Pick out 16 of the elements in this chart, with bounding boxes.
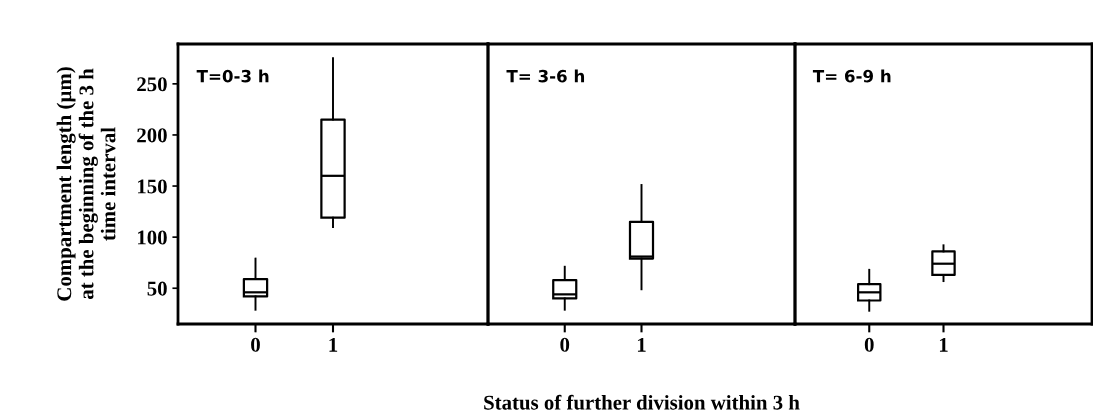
x-tick-label: 0 [560,337,570,352]
text: T= 6-9 h [812,69,891,83]
x-tick-label: 1 [329,337,338,352]
y-tick-label: 50 [147,281,167,296]
y-tick-label: 100 [138,230,167,245]
y-tick-label: 150 [138,179,167,194]
x-tick-label: 1 [637,337,646,352]
x-tick-label: 0 [251,337,260,352]
x-tick-label: 1 [939,337,948,352]
text: T= 3-6 h [506,69,585,83]
x-axis-title: Status of further division within 3 h [484,394,800,410]
y-tick-label: 200 [137,128,167,143]
x-tick-label: 0 [864,337,874,352]
y-axis-title: Compartment length (µm) at the beginning of the 3 h time interval [56,67,116,301]
text: T=0-3 h [196,69,269,83]
y-tick-label: 250 [137,77,167,92]
